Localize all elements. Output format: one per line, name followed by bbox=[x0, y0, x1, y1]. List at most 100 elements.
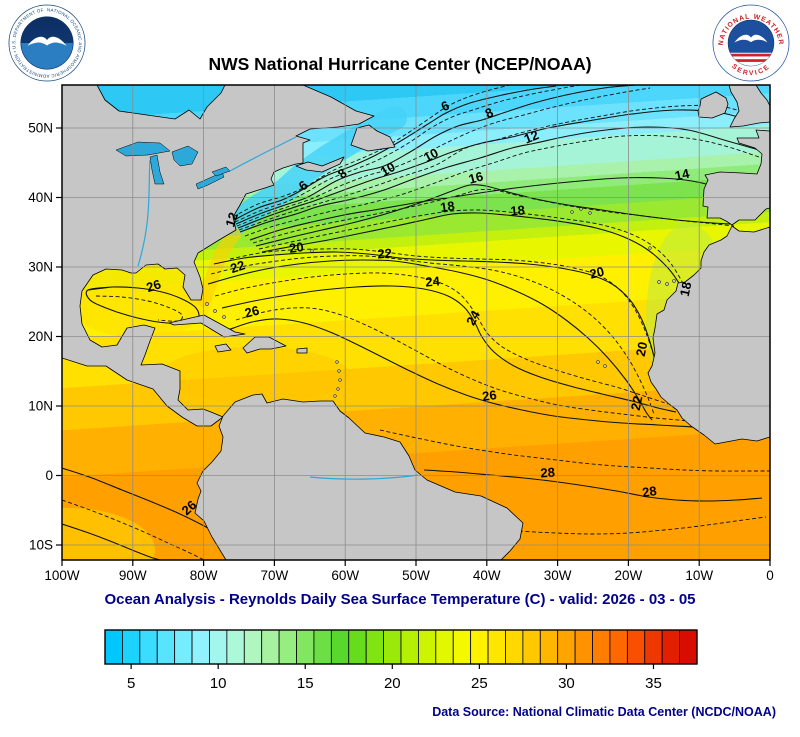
lake-huron bbox=[171, 145, 199, 167]
isotherm-10c bbox=[237, 109, 743, 229]
data-source: Data Source: National Climatic Data Cent… bbox=[432, 705, 776, 719]
river-st-lawrence bbox=[229, 136, 297, 172]
colorbar-cell bbox=[400, 629, 419, 665]
nws-logo-flag bbox=[728, 52, 774, 66]
isotherm-20c bbox=[213, 251, 661, 381]
island-bermuda bbox=[310, 249, 314, 253]
isotherm-7c bbox=[234, 85, 581, 223]
colorbar-cell bbox=[174, 629, 193, 665]
land-nova-scotia bbox=[295, 156, 345, 173]
island-azores bbox=[570, 210, 574, 214]
gulf-stream bbox=[197, 227, 241, 307]
colorbar-tick-label: 15 bbox=[297, 675, 314, 692]
island-azores bbox=[579, 207, 583, 211]
isotherm-17c bbox=[258, 209, 697, 313]
river-mississippi bbox=[137, 159, 151, 267]
contour-label: 18 bbox=[510, 202, 526, 218]
x-axis-tick-label: 70W bbox=[261, 568, 289, 583]
isotherm-25c bbox=[62, 499, 205, 560]
x-axis-tick-label: 60W bbox=[331, 568, 359, 583]
contour-label: 10 bbox=[421, 145, 441, 165]
colorbar-cell bbox=[156, 629, 176, 665]
colorbar-cell bbox=[435, 629, 454, 665]
y-axis-tick-label: 20N bbox=[28, 329, 53, 344]
caribbean-warm-water bbox=[160, 347, 350, 403]
land-newfoundland bbox=[350, 124, 396, 152]
y-axis-tick-label: 0 bbox=[45, 468, 53, 483]
flag-stripe-red bbox=[728, 59, 774, 62]
contour-label: 18 bbox=[439, 198, 455, 215]
isotherm-19c bbox=[229, 248, 659, 371]
y-axis-tick-label: 40N bbox=[28, 190, 53, 205]
contour-label: 24 bbox=[425, 273, 441, 289]
land-britain bbox=[728, 85, 770, 128]
colorbar-tick-label: 30 bbox=[558, 675, 575, 692]
island-antilles bbox=[336, 387, 340, 391]
lake-superior bbox=[115, 141, 171, 157]
colorbar-cell bbox=[139, 629, 158, 665]
contour-label: 18 bbox=[677, 280, 695, 297]
island-antilles bbox=[333, 394, 337, 398]
colorbar-cell bbox=[661, 629, 680, 665]
island-madeira bbox=[648, 246, 652, 250]
land-south-america bbox=[194, 393, 524, 560]
contour-label: 26 bbox=[481, 387, 497, 404]
x-axis-tick-label: 50W bbox=[402, 568, 430, 583]
island-canaries bbox=[657, 280, 661, 284]
colorbar-cell bbox=[679, 629, 698, 665]
y-axis-tick-label: 10N bbox=[28, 399, 53, 414]
x-axis-tick-label: 90W bbox=[119, 568, 147, 583]
colorbar-cell bbox=[104, 629, 123, 665]
colorbar-cell bbox=[278, 629, 297, 665]
island-bahamas bbox=[213, 309, 217, 313]
colorbar-cell bbox=[574, 629, 593, 665]
x-axis-tick-label: 10W bbox=[685, 568, 713, 583]
isotherm-18c bbox=[261, 212, 699, 319]
land-cuba bbox=[168, 314, 246, 338]
island-antilles bbox=[338, 378, 342, 382]
isotherm-24c bbox=[62, 523, 161, 560]
island-antilles bbox=[335, 360, 339, 364]
island-antilles bbox=[337, 369, 341, 373]
x-axis-tick-label: 100W bbox=[44, 568, 80, 583]
noaa-logo: NATIONAL OCEANIC AND ATMOSPHERIC ADMINIS… bbox=[8, 4, 86, 82]
land-puerto-rico bbox=[296, 347, 308, 354]
colorbar-cell bbox=[418, 629, 437, 665]
noaa-logo-sea bbox=[21, 43, 73, 69]
page-title: NWS National Hurricane Center (NCEP/NOAA… bbox=[208, 54, 592, 74]
isotherm-8c bbox=[235, 85, 637, 225]
lakes bbox=[115, 141, 231, 190]
colorbar-cell bbox=[522, 629, 541, 665]
contour-label: 22 bbox=[628, 394, 646, 411]
x-axis-tick-label: 80W bbox=[190, 568, 218, 583]
land-north-america bbox=[62, 85, 375, 427]
colorbar-cell bbox=[557, 629, 576, 665]
contour-label: 16 bbox=[467, 169, 485, 187]
island-azores bbox=[588, 211, 592, 215]
contour-label: 10 bbox=[378, 159, 398, 179]
colorbar-cell bbox=[609, 629, 628, 665]
contour-label: 20 bbox=[288, 239, 304, 256]
colorbar-cell bbox=[644, 629, 663, 665]
colorbar-cell bbox=[209, 629, 228, 665]
island-bahamas bbox=[205, 302, 209, 306]
x-axis-tick-label: 40W bbox=[473, 568, 501, 583]
contour-label: 26 bbox=[144, 276, 162, 295]
river-amazon bbox=[309, 474, 419, 480]
isotherm-11c bbox=[238, 104, 745, 231]
colorbar-tick-label: 10 bbox=[210, 675, 227, 692]
x-axis-tick-label: 20W bbox=[615, 568, 643, 583]
isotherm-9c bbox=[236, 87, 651, 227]
axes: 100W 90W 80W 70W 60W 50W 40W 30W 20W 10W 0 50N 40N 30… bbox=[28, 121, 774, 584]
colorbar-cell bbox=[226, 629, 245, 665]
isotherm-23c bbox=[214, 272, 669, 405]
colorbar-cell bbox=[539, 629, 559, 665]
gulf-warm-water bbox=[68, 262, 212, 338]
land-jamaica bbox=[214, 343, 232, 353]
small-islands bbox=[205, 207, 676, 398]
colorbar-cell bbox=[191, 629, 210, 665]
land-iberia-france bbox=[702, 129, 770, 226]
x-axis-tick-label: 30W bbox=[544, 568, 572, 583]
x-axis-tick-label: 0 bbox=[766, 568, 774, 583]
